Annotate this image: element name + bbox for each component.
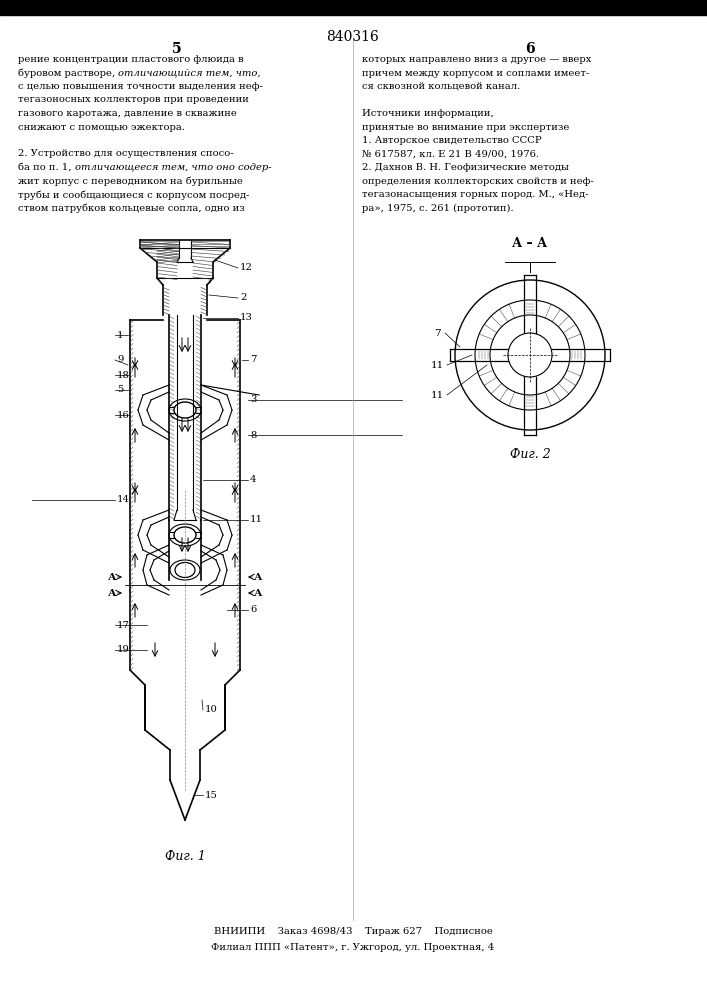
Text: трубы и сообщающиеся с корпусом посред-: трубы и сообщающиеся с корпусом посред- xyxy=(18,190,250,200)
Text: жит корпус с переводником на бурильные: жит корпус с переводником на бурильные xyxy=(18,176,243,186)
Text: 7: 7 xyxy=(250,356,257,364)
Bar xyxy=(0,0,707,15)
Text: 2: 2 xyxy=(240,294,246,302)
Text: 13: 13 xyxy=(240,314,253,322)
Text: определения коллекторских свойств и неф-: определения коллекторских свойств и неф- xyxy=(362,176,594,186)
Text: 14: 14 xyxy=(117,495,130,504)
Text: 1: 1 xyxy=(117,330,124,340)
Text: с целью повышения точности выделения неф-: с целью повышения точности выделения неф… xyxy=(18,82,263,91)
Text: ба по п. 1,: ба по п. 1, xyxy=(18,163,75,172)
Text: 12: 12 xyxy=(240,263,253,272)
Text: 5: 5 xyxy=(173,42,182,56)
Text: 2. Устройство для осуществления спосо-: 2. Устройство для осуществления спосо- xyxy=(18,149,233,158)
Text: 5: 5 xyxy=(117,385,124,394)
Text: Фиг. 2: Фиг. 2 xyxy=(510,448,550,461)
Text: А: А xyxy=(107,572,116,582)
Text: тегазонасыщения горных пород. М., «Нед-: тегазонасыщения горных пород. М., «Нед- xyxy=(362,190,588,199)
Text: 19: 19 xyxy=(117,646,130,654)
Text: отличающийся тем, что,: отличающийся тем, что, xyxy=(118,68,261,78)
Text: 16: 16 xyxy=(117,410,130,420)
Text: 17: 17 xyxy=(117,620,130,630)
Text: 11: 11 xyxy=(250,516,263,524)
Text: снижают с помощью эжектора.: снижают с помощью эжектора. xyxy=(18,122,185,131)
Text: 1. Авторское свидетельство СССР: 1. Авторское свидетельство СССР xyxy=(362,136,542,145)
Text: 9: 9 xyxy=(117,356,124,364)
Text: 6: 6 xyxy=(525,42,534,56)
Text: которых направлено вниз а другое — вверх: которых направлено вниз а другое — вверх xyxy=(362,55,591,64)
Text: А: А xyxy=(107,588,116,597)
Text: Источники информации,: Источники информации, xyxy=(362,109,493,118)
Text: 11: 11 xyxy=(431,360,443,369)
Text: 7: 7 xyxy=(433,328,440,338)
Text: А – А: А – А xyxy=(513,237,547,250)
Text: ся сквозной кольцевой канал.: ся сквозной кольцевой канал. xyxy=(362,82,520,91)
Text: 18: 18 xyxy=(117,370,130,379)
Text: рение концентрации пластового флюида в: рение концентрации пластового флюида в xyxy=(18,55,244,64)
Text: ВНИИПИ    Заказ 4698/43    Тираж 627    Подписное: ВНИИПИ Заказ 4698/43 Тираж 627 Подписное xyxy=(214,928,493,936)
Text: газового каротажа, давление в скважине: газового каротажа, давление в скважине xyxy=(18,109,237,118)
Text: причем между корпусом и соплами имеет-: причем между корпусом и соплами имеет- xyxy=(362,68,590,78)
Text: 8: 8 xyxy=(250,430,257,440)
Text: А: А xyxy=(254,588,262,597)
Text: 840316: 840316 xyxy=(327,30,380,44)
Text: 4: 4 xyxy=(250,476,257,485)
Text: 10: 10 xyxy=(205,706,218,714)
Text: № 617587, кл. Е 21 В 49/00, 1976.: № 617587, кл. Е 21 В 49/00, 1976. xyxy=(362,149,539,158)
Text: 6: 6 xyxy=(250,605,256,614)
Text: буровом растворе,: буровом растворе, xyxy=(18,68,118,78)
Text: Фиг. 1: Фиг. 1 xyxy=(165,850,205,863)
Text: Филиал ППП «Патент», г. Ужгород, ул. Проектная, 4: Филиал ППП «Патент», г. Ужгород, ул. Про… xyxy=(211,942,495,952)
Text: ством патрубков кольцевые сопла, одно из: ством патрубков кольцевые сопла, одно из xyxy=(18,204,245,213)
Text: принятые во внимание при экспертизе: принятые во внимание при экспертизе xyxy=(362,122,569,131)
Text: 3: 3 xyxy=(250,395,257,404)
Text: 11: 11 xyxy=(431,390,443,399)
Text: А: А xyxy=(254,572,262,582)
Text: отличающееся тем, что оно содер-: отличающееся тем, что оно содер- xyxy=(75,163,271,172)
Text: 15: 15 xyxy=(205,790,218,800)
Text: тегазоносных коллекторов при проведении: тегазоносных коллекторов при проведении xyxy=(18,96,249,104)
Text: ра», 1975, с. 261 (прототип).: ра», 1975, с. 261 (прототип). xyxy=(362,204,513,213)
Text: 2. Дахнов В. Н. Геофизические методы: 2. Дахнов В. Н. Геофизические методы xyxy=(362,163,569,172)
